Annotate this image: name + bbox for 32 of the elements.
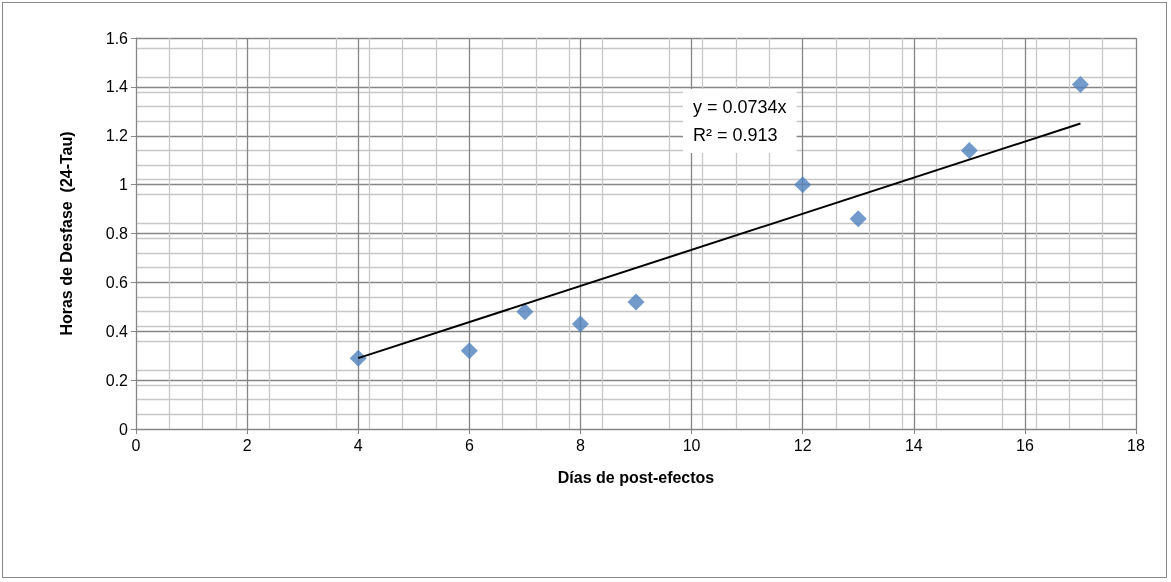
point: [516, 303, 534, 321]
x-axis-title: Días de post-efectos: [557, 468, 715, 486]
y-tick-label: 0.2: [105, 371, 129, 389]
point: [1071, 75, 1089, 93]
y-tick-label: 1: [119, 176, 129, 194]
x-tick-label: 0: [131, 436, 141, 454]
y-tick-label: 0.6: [105, 273, 129, 291]
annotation: y = 0.0734x: [693, 97, 787, 117]
point: [794, 176, 812, 194]
point: [627, 293, 645, 311]
x-tick-label: 4: [353, 436, 363, 454]
annotation: R² = 0.913: [693, 125, 778, 145]
x-tick-label: 10: [682, 436, 701, 454]
x-tick-label: 6: [464, 436, 474, 454]
y-tick-label: 1.6: [105, 29, 129, 47]
y-tick-label: 0.4: [105, 322, 129, 340]
x-tick-label: 8: [575, 436, 585, 454]
point: [460, 342, 478, 360]
point: [960, 141, 978, 159]
x-tick-label: 14: [904, 436, 923, 454]
point: [349, 349, 367, 367]
point: [571, 315, 589, 333]
point: [849, 210, 867, 228]
x-tick-label: 2: [242, 436, 252, 454]
y-axis-title: Horas de Desfase (24-Tau): [57, 131, 75, 336]
x-tick-label: 12: [793, 436, 812, 454]
y-tick-label: 0.8: [105, 225, 129, 242]
x-tick-label: 16: [1015, 436, 1034, 454]
x-tick-label: 18: [1127, 436, 1145, 454]
y-tick-label: 1.2: [105, 127, 129, 145]
y-tick-label: 0: [119, 420, 129, 438]
y-tick-label: 1.4: [105, 78, 129, 96]
